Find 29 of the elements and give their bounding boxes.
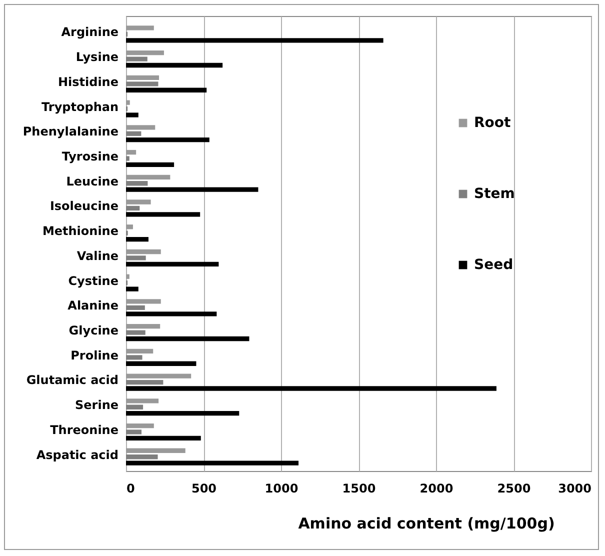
y-tick-label: Histidine (58, 74, 118, 89)
x-tick-label: 2500 (497, 482, 531, 496)
y-tick-label: Arginine (61, 25, 118, 40)
x-axis-title: Amino acid content (mg/100g) (298, 514, 555, 532)
x-tick-label: 0 (126, 482, 135, 496)
y-tick-label: Phenylalanine (22, 124, 118, 139)
y-tick-label: Alanine (68, 298, 118, 313)
y-tick-label: Tyrosine (62, 149, 118, 164)
y-tick-label: Aspatic acid (36, 448, 118, 462)
y-tick-label: Methionine (42, 224, 118, 238)
y-tick-label: Cystine (68, 274, 118, 288)
y-tick-label: Serine (75, 398, 118, 412)
y-tick-label: Glycine (68, 324, 118, 338)
x-tick-label: 3000 (558, 482, 592, 496)
legend-label: Seed (474, 257, 514, 273)
y-tick-label: Lysine (76, 50, 118, 64)
legend-label: Stem (474, 186, 515, 202)
y-tick-label: Isoleucine (50, 199, 118, 214)
y-tick-label: Glutamic acid (26, 373, 118, 388)
y-tick-label: Proline (70, 348, 118, 362)
y-tick-label: Valine (76, 248, 118, 263)
y-tick-label: Threonine (50, 422, 118, 437)
x-tick-label: 1500 (342, 482, 376, 496)
x-tick-label: 1000 (264, 482, 298, 496)
y-tick-label: Leucine (66, 174, 118, 188)
x-tick-label: 2000 (420, 482, 454, 496)
legend-label: Root (474, 115, 512, 131)
y-tick-label: Tryptophan (42, 100, 118, 114)
x-tick-label: 500 (191, 482, 217, 496)
